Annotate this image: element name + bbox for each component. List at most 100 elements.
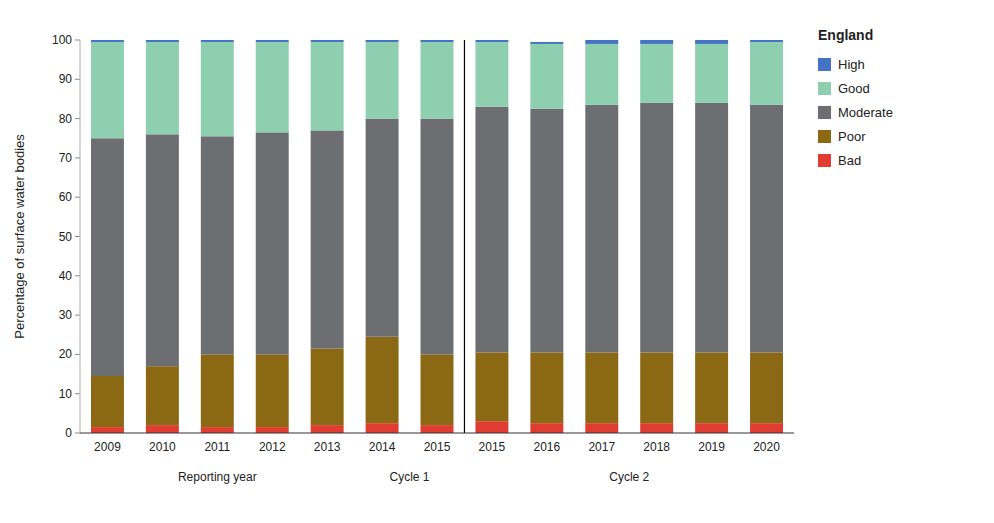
bar-segment — [91, 40, 124, 42]
bar-segment — [256, 427, 289, 433]
x-tick-label: 2012 — [259, 440, 286, 454]
legend: England High Good Moderate Poor Bad — [818, 27, 893, 168]
bar-segment — [695, 44, 728, 103]
bar-segment — [201, 354, 234, 427]
bar-segment — [421, 354, 454, 425]
x-tick-label: 2010 — [149, 440, 176, 454]
bar-segment — [201, 427, 234, 433]
y-tick-label: 0 — [65, 426, 72, 440]
bar-segment — [585, 44, 618, 105]
bar-segment — [640, 103, 673, 353]
x-tick-label: 2018 — [643, 440, 670, 454]
y-tick-label: 20 — [59, 347, 73, 361]
bar-segment — [530, 42, 563, 44]
bar-segment — [421, 425, 454, 433]
bar-segment — [640, 423, 673, 433]
y-tick-label: 80 — [59, 112, 73, 126]
bar-segment — [311, 40, 344, 42]
x-tick-label: 2009 — [94, 440, 121, 454]
y-tick-label: 40 — [59, 269, 73, 283]
legend-swatch — [818, 82, 831, 95]
y-tick — [75, 275, 80, 276]
bar-segment — [311, 425, 344, 433]
bar-segment — [256, 132, 289, 354]
x-tick-label: 2020 — [753, 440, 780, 454]
bar-segment — [421, 42, 454, 119]
y-tick-label: 100 — [52, 33, 72, 47]
legend-label: Good — [838, 81, 870, 96]
y-tick-label: 30 — [59, 308, 73, 322]
bar-segment — [640, 352, 673, 423]
bar-segment — [640, 40, 673, 44]
y-tick-label: 70 — [59, 151, 73, 165]
y-tick — [75, 393, 80, 394]
y-tick — [75, 197, 80, 198]
bar-segment — [530, 109, 563, 353]
bar-segment — [695, 40, 728, 44]
y-tick — [75, 315, 80, 316]
bar-segment — [475, 42, 508, 107]
y-tick — [75, 79, 80, 80]
bar-segment — [146, 40, 179, 42]
y-tick — [75, 40, 80, 41]
y-tick-label: 50 — [59, 230, 73, 244]
bar-segment — [530, 423, 563, 433]
bar-segment — [311, 130, 344, 348]
y-tick-label: 90 — [59, 72, 73, 86]
bar-segment — [366, 119, 399, 337]
bar-segment — [91, 138, 124, 376]
y-axis: 0 10 20 30 40 50 60 70 80 90 100 — [52, 33, 80, 440]
bar-segment — [475, 352, 508, 421]
bar-segment — [695, 423, 728, 433]
group-label: Cycle 2 — [609, 470, 649, 484]
legend-label: Bad — [838, 153, 861, 168]
group-label: Cycle 1 — [390, 470, 430, 484]
bar-segment — [750, 42, 783, 105]
x-axis-line — [80, 433, 794, 434]
bar-segment — [146, 134, 179, 366]
bar-segment — [585, 105, 618, 353]
legend-label: High — [838, 57, 865, 72]
bar-segment — [256, 42, 289, 132]
y-tick-label: 10 — [59, 387, 73, 401]
bar-segment — [366, 40, 399, 42]
x-tick-label: 2015 — [479, 440, 506, 454]
bar-segment — [475, 421, 508, 433]
y-tick — [75, 236, 80, 237]
legend-swatch — [818, 58, 831, 71]
bar-segment — [91, 376, 124, 427]
x-tick-label: 2016 — [533, 440, 560, 454]
bar-segment — [475, 107, 508, 353]
legend-label: Moderate — [838, 105, 893, 120]
bar-segment — [366, 42, 399, 119]
legend-label: Poor — [838, 129, 866, 144]
bar-segment — [366, 337, 399, 423]
bar-segment — [201, 42, 234, 136]
y-tick-label: 60 — [59, 190, 73, 204]
bar-segment — [695, 352, 728, 423]
bar-segment — [256, 40, 289, 42]
bar-segment — [311, 42, 344, 130]
x-tick-label: 2013 — [314, 440, 341, 454]
x-tick-label: 2017 — [588, 440, 615, 454]
legend-swatch — [818, 106, 831, 119]
x-tick-label: 2011 — [204, 440, 230, 454]
bar-segment — [585, 352, 618, 423]
y-tick — [75, 118, 80, 119]
legend-swatch — [818, 154, 831, 167]
bar-segment — [256, 354, 289, 427]
bar-segment — [530, 352, 563, 423]
bar-segment — [366, 423, 399, 433]
x-axis: 2009201020112012201320142015201520162017… — [80, 433, 794, 454]
bar-segment — [640, 44, 673, 103]
bar-segment — [750, 105, 783, 353]
divider — [464, 40, 465, 433]
bar-segment — [750, 352, 783, 423]
bar-segment — [750, 423, 783, 433]
legend-swatch — [818, 130, 831, 143]
bar-segment — [475, 40, 508, 42]
y-tick — [75, 433, 80, 434]
legend-title: England — [818, 27, 873, 43]
y-axis-label: Percentage of surface water bodies — [12, 134, 27, 339]
bar-segment — [750, 40, 783, 42]
